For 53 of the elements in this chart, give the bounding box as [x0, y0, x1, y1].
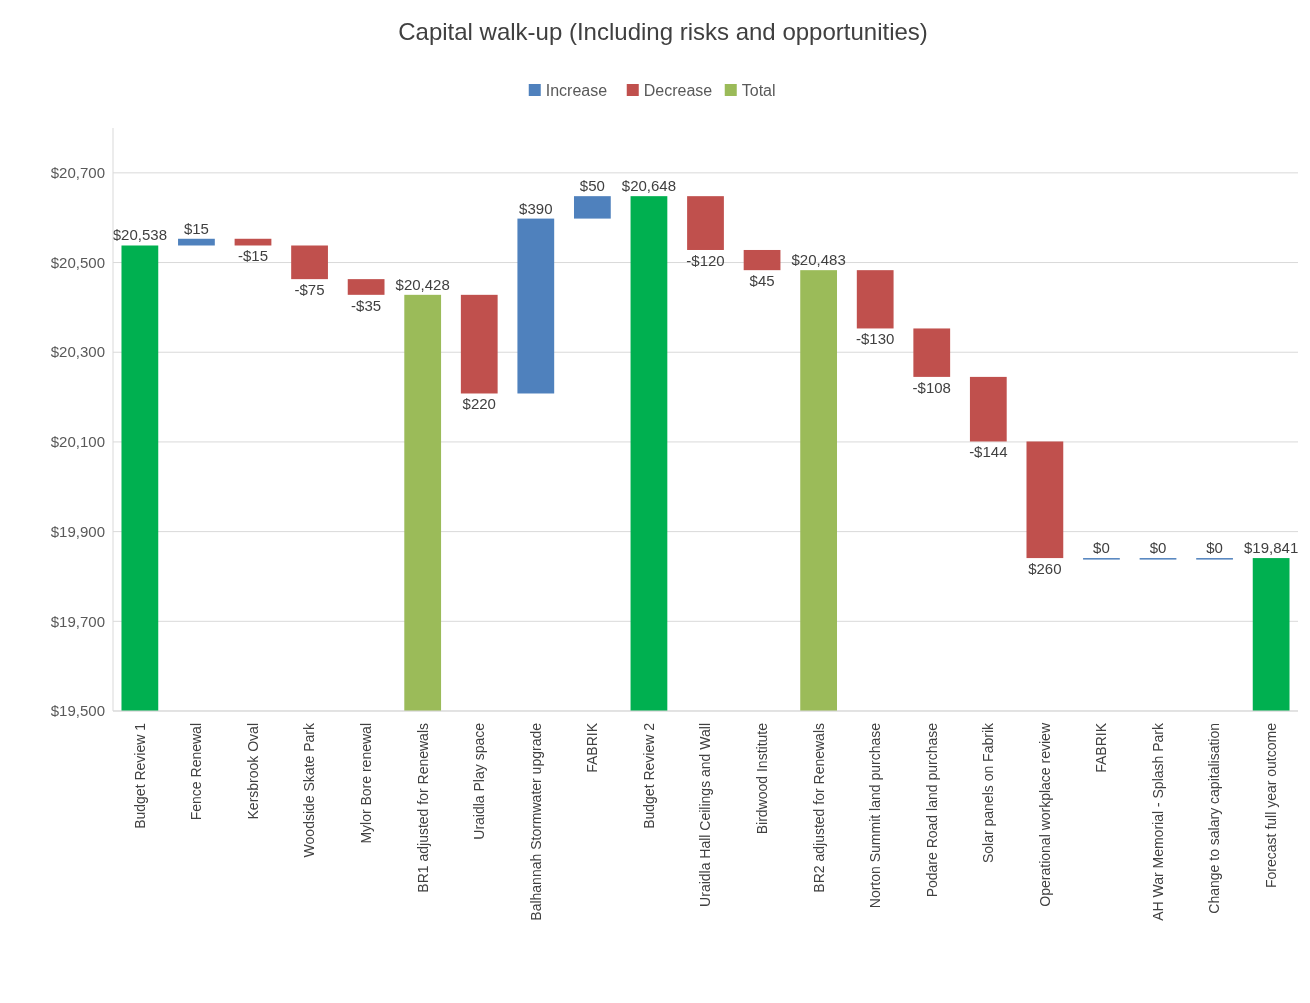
x-tick-label: Mylor Bore renewal — [358, 723, 375, 844]
chart-title: Capital walk-up (Including risks and opportunities) — [398, 18, 928, 45]
x-tick-label: Uraidla Play space — [471, 722, 488, 840]
x-tick-label: Norton Summit land purchase — [867, 722, 884, 909]
data-label: $20,648 — [621, 177, 677, 195]
x-tick-label: Woodside Skate Park — [301, 722, 318, 858]
data-label: $20,538 — [112, 226, 167, 244]
data-label: $220 — [462, 395, 496, 413]
y-tick-label: $20,300 — [50, 343, 105, 361]
x-tick-label: Budget Review 2 — [640, 722, 657, 829]
x-tick-label: Kersbrook Oval — [244, 723, 261, 820]
data-label: -$120 — [686, 251, 725, 269]
data-label: -$144 — [969, 443, 1008, 461]
data-label: $20,483 — [791, 251, 846, 269]
data-label: $50 — [579, 177, 605, 195]
x-tick-label: Change to salary capitalisation — [1206, 723, 1223, 914]
y-tick-label: $19,700 — [50, 612, 105, 630]
x-tick-label: Podare Road land purchase — [923, 722, 940, 898]
data-label: -$108 — [912, 378, 951, 396]
data-label: $45 — [749, 272, 775, 290]
data-label: -$130 — [856, 330, 895, 348]
data-label: $390 — [519, 199, 553, 217]
x-tick-label: Fence Renewal — [188, 723, 205, 821]
x-tick-label: FABRIK — [1093, 722, 1110, 773]
legend-label: Total — [741, 81, 776, 99]
x-tick-label: Solar panels on Fabrik — [980, 722, 997, 864]
y-tick-label: $19,500 — [50, 702, 105, 720]
data-label: -$15 — [237, 247, 269, 265]
y-tick-label: $20,700 — [50, 164, 105, 182]
data-label: -$75 — [294, 281, 325, 299]
x-tick-label: Uraidla Hall Ceilings and Wall — [697, 723, 714, 907]
data-label: $20,428 — [395, 275, 450, 293]
legend-label: Decrease — [643, 81, 713, 99]
data-label: $260 — [1028, 560, 1062, 578]
data-label: $0 — [1206, 539, 1223, 557]
data-label: $0 — [1149, 539, 1167, 557]
data-label: $0 — [1093, 539, 1110, 557]
data-label: $19,841 — [1244, 539, 1299, 557]
x-tick-label: FABRIK — [584, 722, 601, 773]
data-label: $15 — [183, 219, 209, 237]
x-tick-label: Budget Review 1 — [131, 722, 148, 829]
data-label: -$35 — [351, 296, 382, 314]
y-tick-label: $20,500 — [50, 253, 105, 271]
x-tick-label: Operational workplace review — [1036, 722, 1053, 907]
x-tick-label: Forecast full year outcome — [1263, 722, 1280, 888]
x-tick-label: BR1 adjusted for Renewals — [414, 723, 431, 893]
x-tick-label: Balhannah Stormwater upgrade — [527, 722, 544, 921]
y-tick-label: $19,900 — [50, 522, 105, 540]
x-tick-label: Birdwood Institute — [753, 722, 770, 835]
x-tick-label: AH War Memorial - Splash Park — [1149, 722, 1166, 921]
x-tick-label: BR2 adjusted for Renewals — [810, 723, 827, 893]
legend-label: Increase — [545, 81, 608, 99]
y-tick-label: $20,100 — [50, 433, 105, 451]
